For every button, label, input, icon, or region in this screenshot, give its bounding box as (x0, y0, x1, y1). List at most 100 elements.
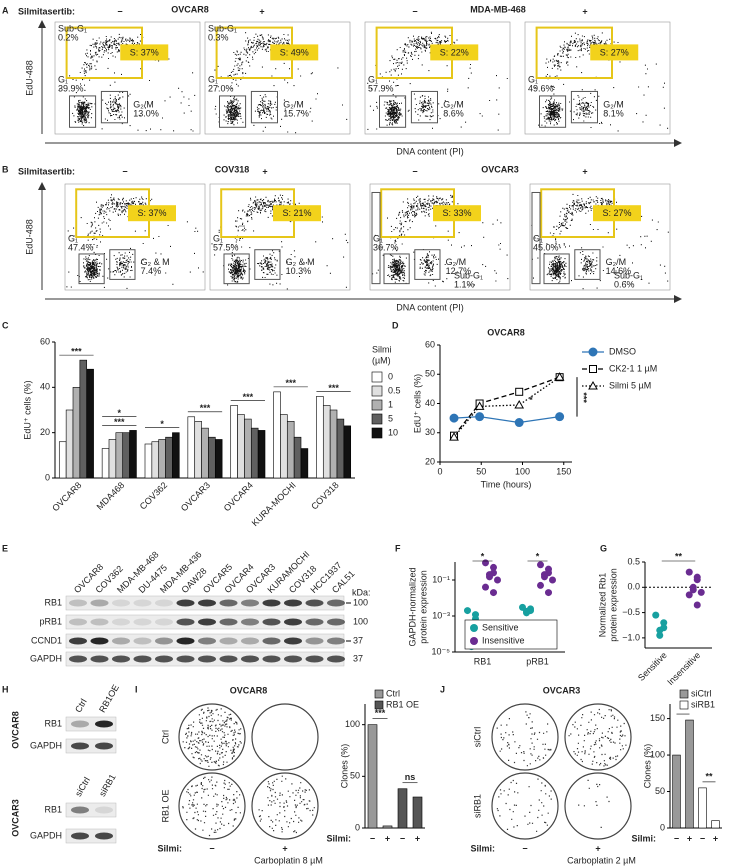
gate-label: Sub-G₁ (454, 270, 483, 280)
x-tick-label: MDA468 (95, 480, 127, 512)
legend-label: Ctrl (386, 688, 400, 698)
lane-label: siRB1 (97, 772, 118, 798)
kda-label: 37 (353, 653, 363, 663)
blot-band (305, 618, 324, 626)
s-label-box (590, 44, 639, 61)
series-line (453, 376, 560, 438)
treatment-sign: − (117, 6, 122, 16)
y-tick-label: 20 (425, 456, 435, 466)
bar (336, 418, 345, 479)
gate-label: G₂ & M (141, 257, 170, 267)
lane-label: siCtrl (73, 775, 92, 798)
treatment-sign: + (259, 6, 264, 16)
cell-line: OVCAR3 (10, 799, 20, 837)
data-point (449, 413, 459, 423)
row-label: siCtrl (472, 727, 482, 748)
blot-band (284, 618, 302, 626)
row-label: GAPDH (30, 653, 62, 663)
gate-label: G₁ (368, 75, 378, 85)
colonies (496, 711, 552, 767)
condition-label: Carboplatin 2 µM (567, 855, 636, 865)
gate-percent: 39.9% (58, 84, 84, 94)
y-tick-label: 100 (345, 719, 360, 729)
bar (711, 820, 720, 829)
s-phase-label: S: 37% (130, 47, 159, 57)
treatment-sign: − (412, 166, 417, 176)
significance: * (536, 551, 540, 561)
axis-label: Clones (%) (642, 744, 652, 789)
g2m-gate (250, 90, 278, 124)
colonies (496, 778, 552, 832)
y-tick-label: 50 (655, 786, 665, 796)
g2m-gate (410, 90, 438, 124)
significance: *** (285, 378, 296, 388)
data-point (494, 576, 501, 584)
gate-label: Sub-G₁ (208, 23, 237, 33)
treatment-sign: + (582, 6, 587, 16)
data-point (523, 607, 530, 615)
cell-events (367, 31, 508, 131)
well (491, 772, 559, 840)
blot-band (71, 832, 89, 840)
chart-title: OVCAR8 (487, 327, 525, 337)
row-label: siRB1 (472, 794, 482, 818)
series-line (453, 416, 560, 424)
significance: * (160, 419, 164, 429)
treatment-sign: − (522, 843, 527, 853)
well (491, 703, 559, 771)
x-tick-label: + (713, 833, 718, 843)
axis-label: EdU-488 (24, 219, 34, 255)
blot-band (95, 720, 113, 728)
gate-label: G₁ (68, 233, 78, 243)
y-tick-label: 50 (350, 771, 360, 781)
panel-label: B (2, 164, 9, 174)
sub-g1-gate (531, 191, 541, 285)
gate-percent: 8.6% (443, 108, 464, 118)
significance: *** (375, 708, 386, 718)
blot-band (112, 618, 130, 626)
gate-label: G₂/M (133, 99, 154, 109)
blot-band (133, 637, 152, 645)
blot-band (219, 637, 238, 645)
x-tick-label: − (370, 833, 375, 843)
cell-line: OVCAR3 (543, 685, 581, 695)
legend-marker (589, 365, 597, 373)
data-point (474, 401, 485, 410)
g2m-gate (574, 249, 601, 280)
blot-band (241, 655, 259, 663)
x-tick-label: + (385, 833, 390, 843)
s-phase-label: S: 27% (600, 47, 629, 57)
x-tick-label: 150 (556, 466, 571, 476)
bar (412, 796, 423, 829)
s-label-box (270, 44, 319, 61)
legend-label: 5 (388, 413, 393, 423)
gate-label: Sub-G₁ (58, 23, 87, 33)
bar (382, 825, 393, 829)
blot-strip (65, 828, 117, 844)
y-tick-label: 0.5 (627, 556, 640, 566)
gate-label: G₁ (58, 75, 68, 85)
blot-band (176, 618, 195, 626)
kda-title: kDa: (352, 587, 371, 597)
legend-swatch (374, 700, 384, 710)
blot-band (219, 599, 238, 607)
axis-label: Clones (%) (339, 744, 349, 789)
gate-label: G₂/M (283, 99, 304, 109)
blot-band (241, 637, 259, 645)
y-tick-label: −1.0 (622, 632, 640, 642)
bar (367, 724, 378, 829)
bar (672, 754, 681, 829)
bar (151, 441, 160, 479)
bar (144, 443, 153, 479)
g1-gate (223, 253, 250, 285)
legend-label: 0.5 (388, 385, 401, 395)
blot-band (305, 637, 324, 645)
x-tick-label: OVCAR3 (179, 480, 212, 513)
data-point (541, 573, 548, 581)
g2m-gate (254, 249, 281, 280)
bar (257, 430, 266, 479)
blot-band (69, 655, 87, 663)
blot-band (90, 655, 109, 663)
panel-label: E (2, 543, 8, 553)
panel-label: F (395, 543, 401, 553)
